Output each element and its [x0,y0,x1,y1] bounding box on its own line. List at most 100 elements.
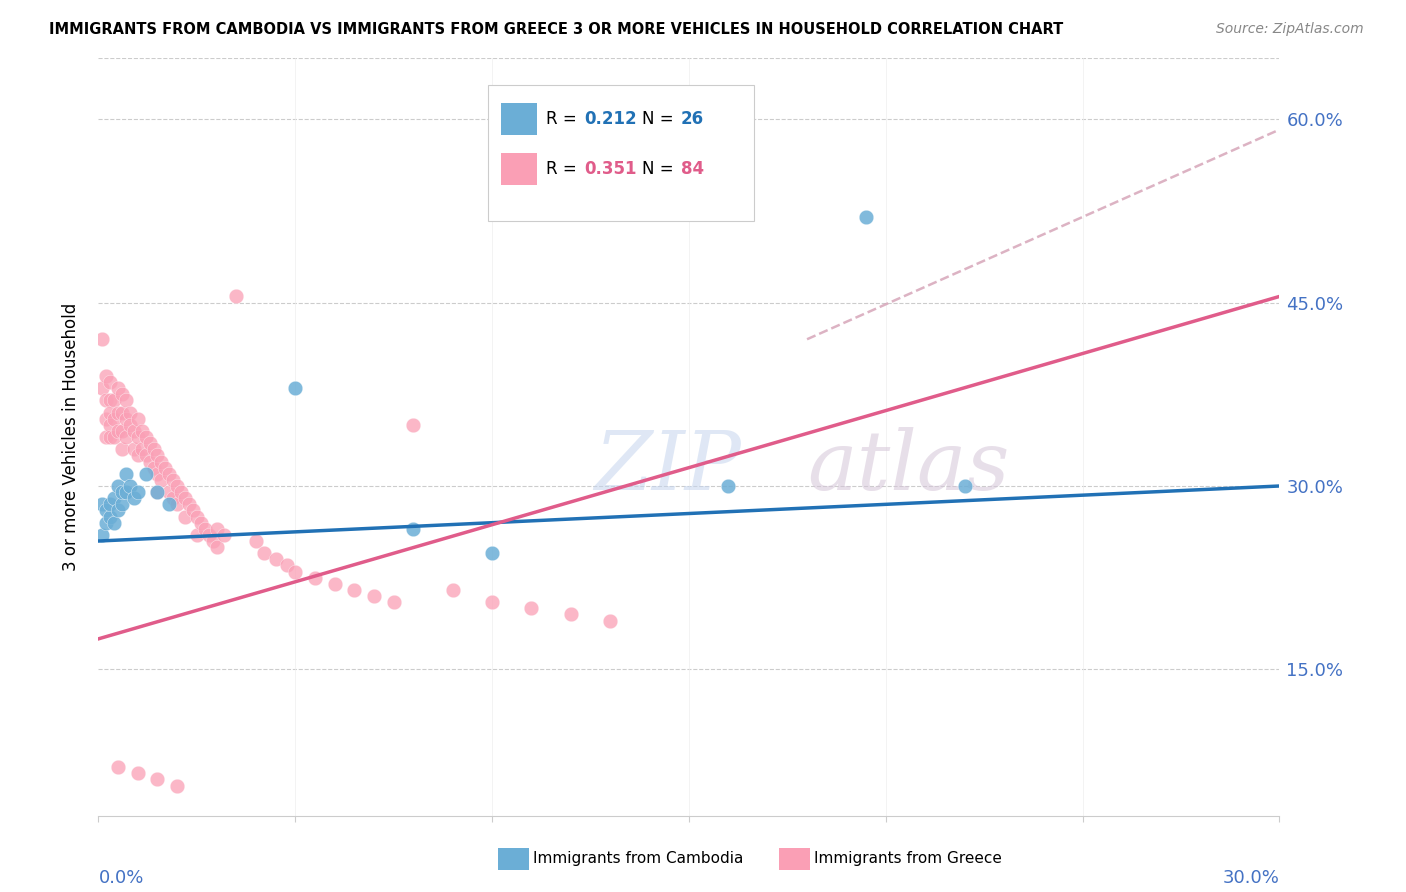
Point [115,430,138,444]
Text: N =: N = [641,161,679,178]
Point [111,387,134,401]
Point [98,497,121,511]
Text: Immigrants from Greece: Immigrants from Greece [814,851,1002,865]
Point [96,393,118,408]
Point [181,503,204,517]
Point [162,491,184,506]
Point [142,460,165,475]
Point [174,509,197,524]
Point [91,381,114,395]
Point [157,485,180,500]
Point [953,479,976,493]
Point [115,393,138,408]
Point [111,442,134,457]
Point [111,497,134,511]
Point [205,522,228,536]
Point [138,454,160,468]
Point [214,528,236,542]
Point [131,424,153,438]
Point [115,467,138,481]
Point [197,528,219,542]
Point [402,417,425,432]
Point [304,571,326,585]
Point [103,491,125,506]
Point [135,449,157,463]
Point [127,766,149,780]
Point [150,473,173,487]
Point [96,503,118,517]
Point [103,411,125,425]
Point [103,430,125,444]
Point [166,779,188,793]
Point [284,381,307,395]
FancyBboxPatch shape [488,85,754,221]
Point [127,430,149,444]
Point [363,589,385,603]
Point [560,607,582,622]
Point [103,516,125,530]
Point [201,534,224,549]
Point [98,406,121,420]
Y-axis label: 3 or more Vehicles in Household: 3 or more Vehicles in Household [62,303,80,571]
Point [98,375,121,389]
Point [343,582,366,597]
Point [98,430,121,444]
Text: atlas: atlas [807,427,1010,508]
Point [205,540,228,554]
Point [91,332,114,346]
Point [118,479,141,493]
Text: 26: 26 [681,110,704,128]
Text: N =: N = [641,110,679,128]
Point [186,528,208,542]
Point [599,614,621,628]
Point [107,381,129,395]
Point [284,565,307,579]
Text: Source: ZipAtlas.com: Source: ZipAtlas.com [1216,22,1364,37]
Point [111,424,134,438]
Point [245,534,267,549]
Point [186,509,208,524]
Text: R =: R = [546,161,582,178]
Point [177,497,200,511]
Point [111,485,134,500]
Point [855,210,877,224]
Text: 0.351: 0.351 [583,161,637,178]
Point [111,406,134,420]
Point [276,558,298,573]
Point [382,595,405,609]
FancyBboxPatch shape [501,153,537,185]
Point [155,460,177,475]
Point [96,411,118,425]
Point [146,485,169,500]
Point [98,417,121,432]
Point [118,417,141,432]
Point [122,424,145,438]
Point [142,442,165,457]
Point [98,509,121,524]
Text: ZIP: ZIP [595,427,741,508]
Point [107,424,129,438]
Point [115,411,138,425]
Point [131,442,153,457]
Point [122,442,145,457]
Point [157,467,180,481]
Point [194,522,217,536]
Point [190,516,212,530]
Point [135,430,157,444]
Point [107,503,129,517]
Point [402,522,425,536]
Point [135,467,157,481]
Point [107,479,129,493]
Point [98,393,121,408]
Point [520,601,543,615]
Point [146,485,169,500]
Point [115,485,138,500]
Point [441,582,464,597]
Point [481,595,503,609]
Text: 0.212: 0.212 [583,110,637,128]
Text: 30.0%: 30.0% [1223,869,1279,888]
Point [481,546,503,560]
Point [162,473,184,487]
Point [150,454,173,468]
Text: Immigrants from Cambodia: Immigrants from Cambodia [533,851,744,865]
